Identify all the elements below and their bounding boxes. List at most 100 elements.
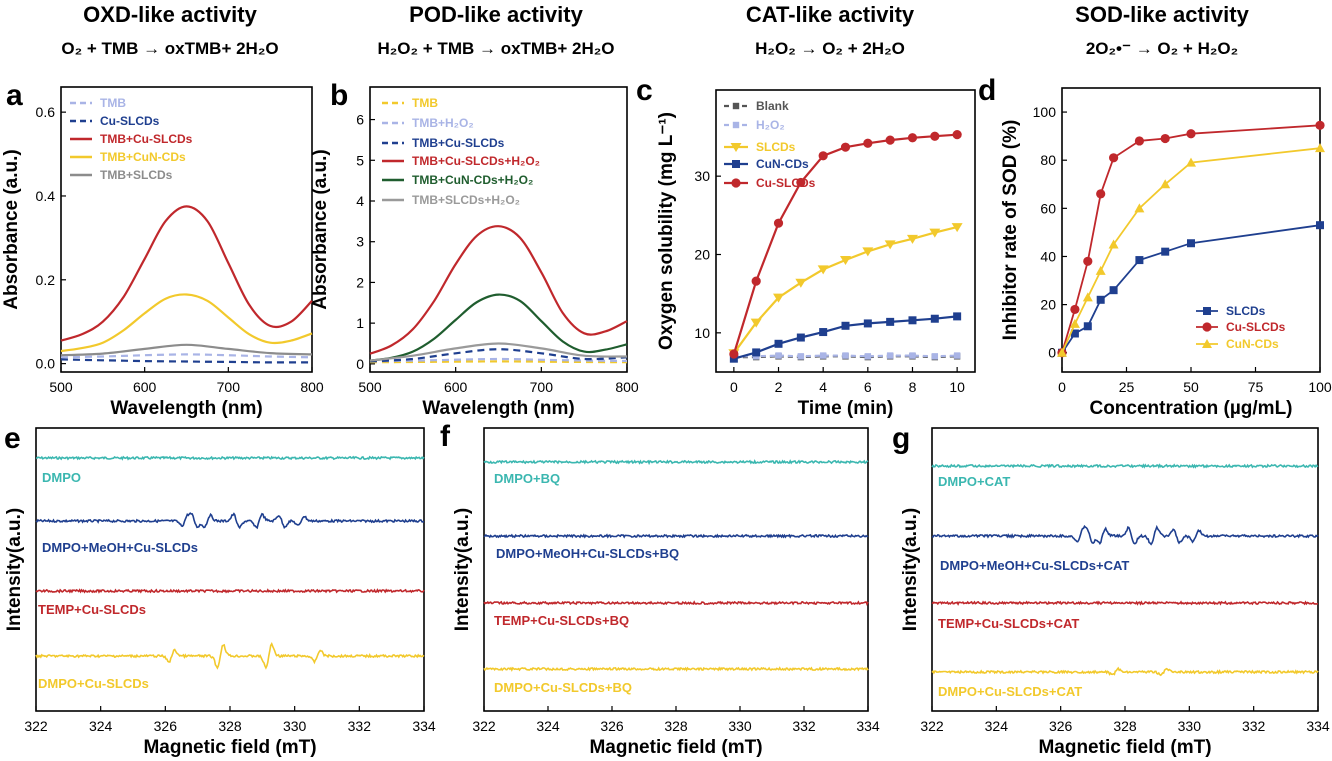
y-axis-label: Intensity(a.u.) bbox=[452, 508, 473, 632]
esr-trace-dmpo bbox=[35, 455, 425, 461]
series-line-tmb-cun-cds bbox=[60, 293, 313, 353]
trace-label-dmpo-meoh-cu-slcds-bq: DMPO+MeOH+Cu-SLCDs+BQ bbox=[496, 546, 679, 561]
y-tick-label: 3 bbox=[356, 234, 364, 250]
data-point-cun-cds bbox=[729, 354, 738, 363]
panel-letter: d bbox=[978, 74, 996, 107]
data-point-cun-cds bbox=[1186, 157, 1196, 167]
trace-label-dmpo-cu-slcds-bq: DMPO+Cu-SLCDs+BQ bbox=[494, 680, 632, 695]
y-tick-label: 20 bbox=[1040, 297, 1056, 313]
data-point-cun-cds bbox=[1108, 239, 1119, 249]
x-axis-label: Magnetic field (mT) bbox=[1038, 737, 1211, 758]
esr-trace-dmpo-bq bbox=[483, 459, 869, 466]
x-tick-label: 332 bbox=[1242, 718, 1266, 734]
data-point-cu-slcds bbox=[863, 138, 873, 148]
x-tick-label: 25 bbox=[1119, 379, 1135, 395]
data-point-cun-cds bbox=[886, 317, 895, 326]
data-point-h-o bbox=[909, 352, 916, 359]
legend-marker bbox=[1202, 339, 1212, 348]
y-axis-label: Intensity(a.u.) bbox=[900, 508, 921, 632]
chart-panel-d: d 0 25 50 75 100 Concentration (µg/mL) 0 20 40 60 8… bbox=[978, 74, 1332, 419]
series-line-cu-slcds bbox=[60, 358, 312, 364]
legend-label-blank: Blank bbox=[756, 99, 789, 113]
data-point-slcds bbox=[1070, 329, 1079, 338]
data-point-cu-slcds bbox=[796, 177, 806, 188]
esr-trace-temp-cu-slcds-cat bbox=[931, 600, 1319, 606]
x-tick-label: 800 bbox=[615, 379, 639, 395]
y-tick-label: 40 bbox=[1040, 248, 1056, 264]
legend-label-cu-slcds: Cu-SLCDs bbox=[100, 114, 160, 128]
y-tick-label: 2 bbox=[356, 274, 364, 290]
x-tick-label: 326 bbox=[600, 718, 624, 734]
x-tick-label: 500 bbox=[49, 379, 73, 395]
legend-label-tmb-h-o: TMB+H₂O₂ bbox=[412, 116, 474, 130]
legend-marker bbox=[732, 102, 740, 110]
x-tick-label: 326 bbox=[1049, 718, 1073, 734]
legend-label-tmb: TMB bbox=[100, 96, 126, 110]
x-tick-label: 334 bbox=[856, 718, 880, 734]
data-point-cun-cds bbox=[1160, 179, 1171, 189]
data-point-slcds bbox=[1316, 221, 1324, 230]
data-point-h-o bbox=[842, 352, 849, 359]
trace-label-dmpo-meoh-cu-slcds-cat: DMPO+MeOH+Cu-SLCDs+CAT bbox=[940, 558, 1129, 573]
y-axis-label: Oxygen solubility (mg L⁻¹) bbox=[656, 112, 677, 350]
x-tick-label: 330 bbox=[283, 718, 307, 734]
legend-marker bbox=[730, 143, 742, 152]
legend-label-slcds: SLCDs bbox=[756, 140, 796, 154]
legend-label-tmb-cun-cds: TMB+CuN-CDs bbox=[100, 150, 186, 164]
esr-trace-dmpo-cu-slcds-bq bbox=[483, 666, 869, 672]
y-tick-label: 60 bbox=[1040, 200, 1056, 216]
legend-label-h-o: H₂O₂ bbox=[756, 118, 785, 132]
data-point-slcds bbox=[795, 278, 807, 288]
x-axis-label: Magnetic field (mT) bbox=[143, 737, 316, 758]
series-line-tmb-cun-cds-h-o bbox=[369, 293, 628, 362]
plot-frame bbox=[369, 86, 628, 373]
x-tick-label: 332 bbox=[348, 718, 372, 734]
data-point-cu-slcds bbox=[840, 142, 851, 152]
data-point-slcds bbox=[840, 255, 851, 265]
data-point-slcds bbox=[906, 234, 918, 244]
legend-label-slcds: SLCDs bbox=[1226, 304, 1266, 318]
x-tick-label: 326 bbox=[154, 718, 178, 734]
panel-letter: g bbox=[892, 422, 910, 455]
x-tick-label: 6 bbox=[864, 379, 872, 395]
data-point-cun-cds bbox=[796, 333, 805, 342]
series-line-tmb-slcds-h-o bbox=[369, 342, 628, 362]
esr-trace-dmpo-meoh-cu-slcds bbox=[35, 512, 425, 530]
x-tick-label: 75 bbox=[1248, 379, 1264, 395]
x-tick-label: 328 bbox=[664, 718, 688, 734]
chart-panel-f: f 322 324 326 328 330 332 334 Magnetic field (mT… bbox=[440, 420, 880, 758]
data-point-cun-cds bbox=[1069, 318, 1080, 328]
header-equation-1: O₂ + TMB → oxTMB+ 2H₂O bbox=[61, 39, 278, 58]
legend-label-tmb-cun-cds-h-o: TMB+CuN-CDs+H₂O₂ bbox=[412, 173, 533, 187]
data-point-cun-cds bbox=[1082, 292, 1093, 302]
x-tick-label: 800 bbox=[300, 379, 324, 395]
esr-trace-dmpo-cu-slcds bbox=[35, 641, 425, 670]
legend-label-cu-slcds: Cu-SLCDs bbox=[1226, 320, 1286, 334]
legend-marker bbox=[732, 160, 740, 168]
x-tick-label: 50 bbox=[1183, 379, 1199, 395]
panel-letter: e bbox=[4, 422, 21, 455]
legend-marker bbox=[1203, 307, 1211, 315]
data-point-slcds bbox=[1109, 286, 1118, 295]
y-axis-label: Intensity(a.u.) bbox=[4, 508, 25, 632]
trace-label-dmpo-cu-slcds: DMPO+Cu-SLCDs bbox=[38, 676, 149, 691]
x-tick-label: 600 bbox=[444, 379, 468, 395]
data-point-h-o bbox=[797, 353, 805, 360]
chart-panel-c: c 0 2 4 6 8 10 Time (min) 10 20 30 Oxygen solubilit… bbox=[636, 74, 976, 419]
x-tick-label: 500 bbox=[358, 379, 382, 395]
data-point-cu-slcds bbox=[1109, 153, 1119, 163]
x-tick-label: 0 bbox=[1058, 379, 1066, 395]
y-tick-label: 0.6 bbox=[36, 104, 56, 120]
data-point-slcds bbox=[862, 247, 874, 257]
legend-label-tmb-cu-slcds: TMB+Cu-SLCDs bbox=[412, 136, 505, 150]
data-point-cu-slcds bbox=[729, 349, 739, 359]
data-point-cu-slcds bbox=[1096, 189, 1106, 199]
legend-label-cu-slcds: Cu-SLCDs bbox=[756, 176, 816, 190]
y-tick-label: 0.2 bbox=[36, 272, 56, 288]
x-tick-label: 322 bbox=[920, 718, 944, 734]
y-tick-label: 4 bbox=[356, 193, 364, 209]
trace-label-dmpo-cu-slcds-cat: DMPO+Cu-SLCDs+CAT bbox=[938, 684, 1082, 699]
series-line-tmb-cu-slcds bbox=[369, 348, 628, 363]
x-tick-label: 600 bbox=[133, 379, 157, 395]
